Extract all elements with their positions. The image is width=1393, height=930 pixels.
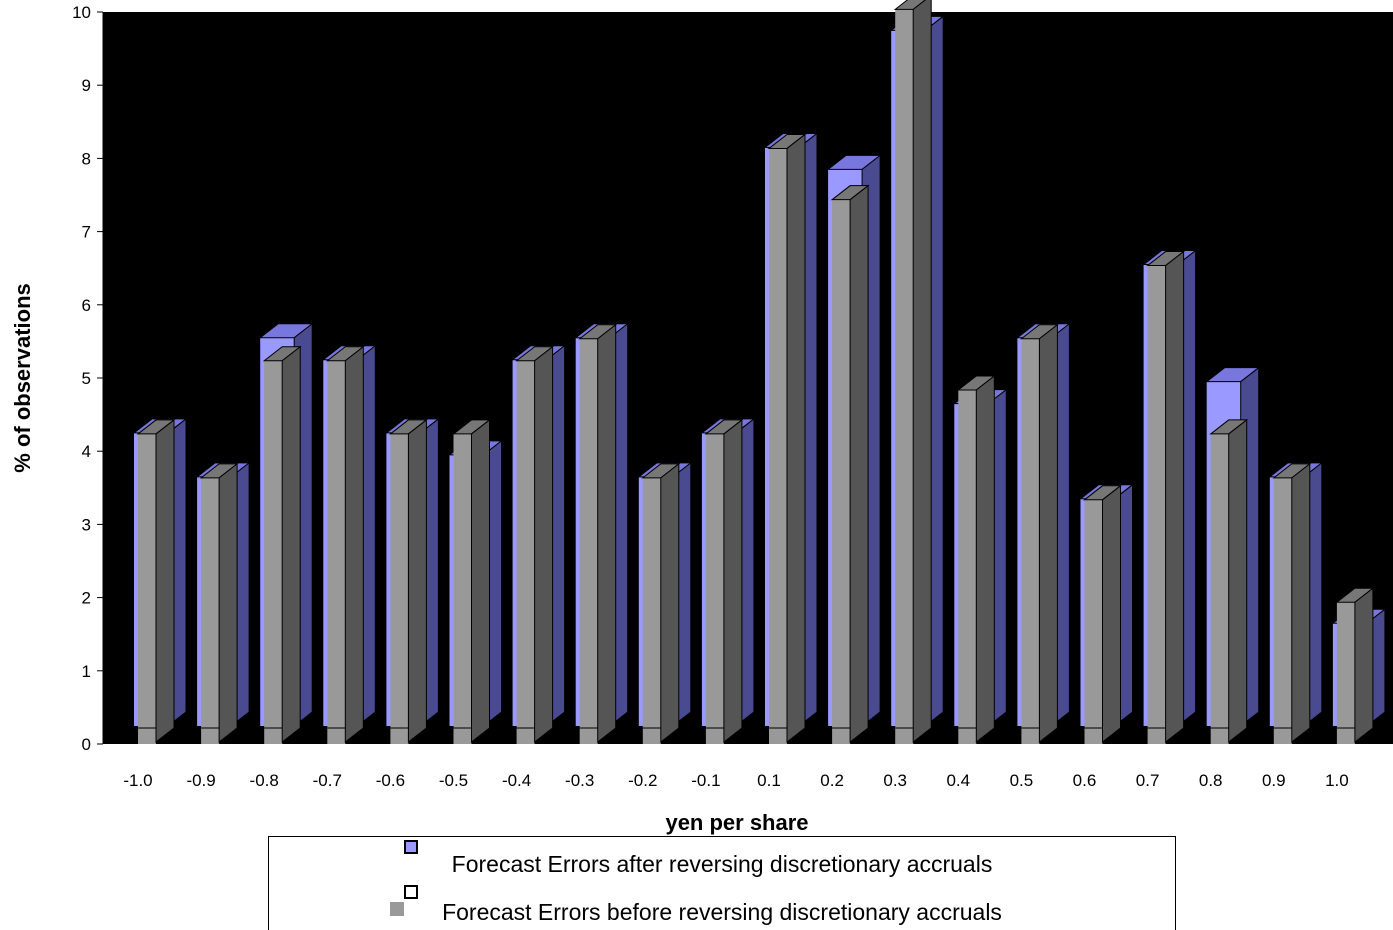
bar-before-front [138, 433, 156, 744]
bar-before-side [1165, 250, 1185, 744]
bar-before-side [155, 418, 175, 744]
x-tick-label: 0.5 [1010, 771, 1034, 790]
y-axis-ticks: 0 1 2 3 4 5 6 7 8 9 10 [72, 3, 103, 754]
legend-item-before: Forecast Errors before reversing discret… [442, 899, 1002, 925]
x-tick-label: -1.0 [123, 771, 152, 790]
y-tick-label: 9 [82, 76, 91, 95]
x-tick-label: -0.9 [186, 771, 215, 790]
y-tick-label: 2 [82, 589, 91, 608]
legend-item-after: Forecast Errors after reversing discreti… [451, 851, 993, 877]
y-axis-title: % of observations [10, 283, 35, 472]
x-tick-label: -0.6 [376, 771, 405, 790]
x-tick-label: 0.4 [946, 771, 970, 790]
bar-before-front [1021, 338, 1040, 744]
bar-before-side [1228, 418, 1248, 744]
x-tick-label: -0.7 [313, 771, 342, 790]
bar-before-front [642, 477, 661, 744]
x-tick-label: 0.1 [757, 771, 781, 790]
legend-swatch-after [404, 840, 418, 854]
bar-chart: 0 1 2 3 4 5 6 7 8 9 10 -1.0 -0.9 -0.8 -0.7 -0.6 -0.5 -0.… [10, 0, 1393, 835]
x-axis-ticks: -1.0 -0.9 -0.8 -0.7 -0.6 -0.5 -0.4 -0.3 -0.2 -0.1… [123, 771, 1348, 790]
x-tick-label: -0.2 [628, 771, 657, 790]
bar-before-front [958, 390, 977, 744]
bar-before-front [1273, 477, 1292, 744]
bar-before-side [1291, 462, 1311, 744]
bar-before-side [1354, 587, 1374, 744]
bar-before-side [1102, 484, 1121, 744]
bar-before-front [769, 148, 787, 744]
bar-before-side [723, 418, 743, 744]
bar-before-front [579, 338, 598, 744]
bar-before-side [471, 418, 490, 744]
bar-before-side [912, 0, 932, 744]
bar-before-front [201, 477, 220, 744]
legend-swatch-outline [404, 885, 418, 899]
bar-before-side [786, 133, 806, 744]
bar-before-top [893, 0, 927, 10]
x-tick-label: 0.3 [883, 771, 907, 790]
bar-before-side [975, 374, 995, 744]
y-tick-label: 0 [82, 735, 91, 754]
x-tick-label: 0.6 [1073, 771, 1097, 790]
y-tick-label: 1 [82, 662, 91, 681]
x-tick-label: -0.4 [502, 771, 531, 790]
x-tick-label: -0.8 [250, 771, 279, 790]
y-tick-label: 5 [82, 369, 91, 388]
y-tick-label: 4 [82, 442, 91, 461]
y-tick-label: 8 [82, 149, 91, 168]
bar-before-side [407, 418, 427, 744]
x-tick-label: -0.3 [565, 771, 594, 790]
y-tick-label: 6 [82, 296, 91, 315]
x-tick-label: 0.7 [1136, 771, 1160, 790]
legend-swatch-before [390, 902, 404, 916]
bar-before-side [597, 323, 617, 744]
bar-before-front [1336, 602, 1355, 744]
chart-legend: Forecast Errors after reversing discreti… [268, 836, 1176, 930]
bar-before-front [264, 360, 283, 744]
x-tick-label: -0.5 [439, 771, 468, 790]
bar-before-front [390, 433, 409, 744]
bar-before-front [832, 199, 851, 744]
bar-before-side [1038, 323, 1058, 744]
bar-before-side [660, 462, 680, 744]
x-tick-label: 0.9 [1262, 771, 1286, 790]
bar-before-side [281, 345, 301, 744]
y-tick-label: 10 [72, 3, 91, 22]
bar-before-front [1147, 265, 1166, 744]
y-tick-label: 7 [82, 223, 91, 242]
bar-before-front [327, 360, 346, 744]
bar-before-front [1210, 433, 1229, 744]
y-tick-label: 3 [82, 515, 91, 534]
x-tick-label: 0.2 [820, 771, 844, 790]
bar-before-side [534, 345, 554, 744]
bar-series [132, 0, 1387, 745]
bar-before-side [344, 345, 364, 744]
bar-before-front [895, 9, 914, 745]
x-tick-label: 0.8 [1199, 771, 1223, 790]
bar-before-side [849, 184, 869, 744]
x-tick-label: 1.0 [1325, 771, 1349, 790]
bar-before-front [705, 433, 724, 744]
x-axis-title: yen per share [665, 810, 808, 835]
bar-before-front [453, 433, 472, 744]
bar-before-side [218, 462, 238, 744]
bar-before-front [516, 360, 535, 744]
x-tick-label: -0.1 [691, 771, 720, 790]
bar-before-front [1084, 499, 1103, 744]
